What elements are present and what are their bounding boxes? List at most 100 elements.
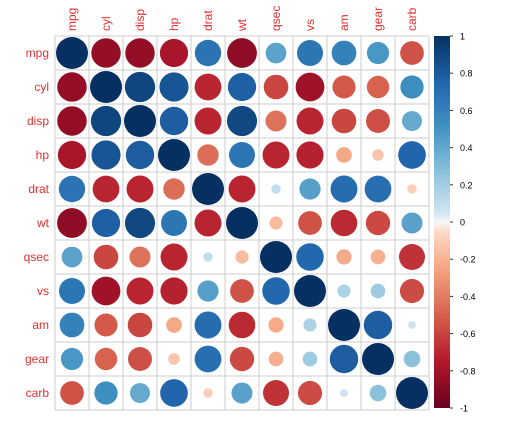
corr-circle-cyl-am	[332, 75, 356, 99]
corr-circle-carb-drat	[203, 388, 213, 398]
corr-circle-drat-wt	[228, 175, 256, 203]
corr-circle-mpg-carb	[400, 41, 424, 65]
corr-circle-qsec-wt	[235, 250, 249, 264]
row-label-mpg: mpg	[26, 46, 49, 60]
corr-circle-drat-qsec	[271, 184, 281, 194]
corr-circle-gear-vs	[302, 351, 318, 367]
corr-circle-carb-mpg	[60, 381, 84, 405]
corr-circle-am-gear	[363, 310, 393, 340]
row-labels: mpg cyl disp hp drat wt qsec vs am gear carb	[24, 46, 50, 400]
corr-circle-hp-disp	[125, 140, 155, 170]
corr-circle-am-mpg	[59, 312, 85, 338]
corr-circle-cyl-drat	[194, 73, 222, 101]
corr-circle-vs-gear	[370, 283, 386, 299]
colorbar-gradient	[434, 36, 450, 408]
corr-circle-vs-hp	[160, 277, 188, 305]
colorbar-tick-label: 1	[460, 32, 465, 42]
corr-circle-disp-mpg	[57, 106, 87, 136]
corr-circle-vs-vs	[294, 275, 326, 307]
corr-circle-qsec-hp	[160, 243, 188, 271]
corr-circle-drat-am	[330, 175, 358, 203]
colorbar-tick-label: -0.8	[460, 366, 476, 376]
corr-circle-carb-qsec	[263, 380, 289, 406]
corr-circle-mpg-drat	[194, 39, 222, 67]
grid-lines	[54, 35, 430, 411]
corr-circle-hp-wt	[229, 142, 255, 168]
corr-circle-wt-cyl	[91, 208, 121, 238]
corr-circle-vs-disp	[126, 277, 154, 305]
corr-circle-am-am	[328, 309, 360, 341]
corr-circle-am-wt	[228, 311, 256, 339]
corr-circle-qsec-cyl	[93, 244, 119, 270]
corr-circle-wt-carb	[401, 212, 423, 234]
row-label-drat: drat	[28, 182, 49, 196]
corr-circle-hp-am	[336, 147, 352, 163]
row-label-carb: carb	[26, 386, 50, 400]
corr-circle-am-qsec	[268, 317, 284, 333]
corr-circle-carb-cyl	[94, 381, 118, 405]
colorbar-tick-label: -0.2	[460, 255, 476, 265]
column-label-hp: hp	[167, 17, 181, 31]
corr-circle-drat-disp	[126, 175, 154, 203]
corr-circle-disp-cyl	[90, 105, 122, 137]
corr-circle-gear-mpg	[60, 347, 84, 371]
corr-circle-am-cyl	[94, 313, 118, 337]
row-label-cyl: cyl	[34, 80, 49, 94]
corr-circle-wt-disp	[124, 207, 156, 239]
corr-circle-carb-hp	[160, 379, 188, 407]
corr-circle-carb-carb	[396, 377, 428, 409]
correlation-circles	[56, 37, 428, 409]
corr-circle-am-disp	[127, 312, 153, 338]
colorbar-tick-label: 0	[460, 218, 465, 228]
corr-circle-mpg-am	[331, 40, 357, 66]
row-label-vs: vs	[37, 284, 49, 298]
colorbar-tick-label: 0.6	[460, 106, 473, 116]
column-label-cyl: cyl	[99, 16, 113, 31]
corr-circle-drat-gear	[364, 175, 392, 203]
corr-circle-gear-drat	[194, 345, 222, 373]
row-label-hp: hp	[36, 148, 50, 162]
column-labels: mpg cyl disp hp drat wt qsec vs am gear carb	[65, 6, 419, 32]
corr-circle-qsec-qsec	[260, 241, 292, 273]
corr-circle-mpg-vs	[297, 40, 323, 66]
corr-circle-carb-am	[340, 389, 348, 397]
corr-circle-disp-am	[331, 108, 357, 134]
corr-circle-cyl-cyl	[90, 71, 122, 103]
corr-circle-mpg-cyl	[91, 38, 121, 68]
corr-circle-hp-carb	[398, 141, 426, 169]
column-label-disp: disp	[133, 9, 147, 31]
corr-circle-am-vs	[303, 318, 317, 332]
corr-circle-qsec-drat	[203, 252, 213, 262]
corr-circle-disp-wt	[226, 105, 258, 137]
corr-circle-cyl-vs	[295, 72, 325, 102]
corr-circle-gear-carb	[403, 350, 421, 368]
colorbar-tick-label: -0.4	[460, 292, 476, 302]
corr-circle-vs-carb	[399, 278, 425, 304]
colorbar: 1 0.8 0.6 0.4 0.2 0 -0.2 -0.4 -0.6 -0.8 -1	[434, 32, 476, 414]
corr-circle-disp-drat	[194, 107, 222, 135]
corr-circle-wt-am	[330, 209, 358, 237]
corr-circle-mpg-wt	[227, 38, 257, 68]
corr-circle-gear-hp	[168, 353, 180, 365]
row-label-wt: wt	[36, 216, 50, 230]
corr-circle-qsec-gear	[370, 249, 386, 265]
colorbar-tick-label: -0.6	[460, 329, 476, 339]
corr-circle-disp-hp	[159, 106, 189, 136]
corr-circle-gear-qsec	[268, 351, 284, 367]
corr-circle-qsec-am	[336, 249, 352, 265]
corr-circle-vs-qsec	[262, 277, 290, 305]
colorbar-tick-label: -1	[460, 404, 468, 414]
corr-circle-vs-am	[337, 284, 351, 298]
column-label-vs: vs	[303, 19, 317, 31]
corr-circle-drat-carb	[407, 184, 417, 194]
corr-circle-cyl-hp	[159, 72, 189, 102]
corr-circle-am-drat	[194, 311, 222, 339]
corr-circle-drat-mpg	[58, 175, 86, 203]
colorbar-tick-label: 0.2	[460, 180, 473, 190]
corr-circle-mpg-gear	[366, 41, 390, 65]
corr-circle-carb-disp	[130, 383, 150, 403]
corr-circle-hp-mpg	[57, 140, 87, 170]
corr-circle-wt-qsec	[269, 216, 283, 230]
corr-circle-mpg-hp	[159, 38, 189, 68]
corr-circle-hp-vs	[296, 141, 324, 169]
